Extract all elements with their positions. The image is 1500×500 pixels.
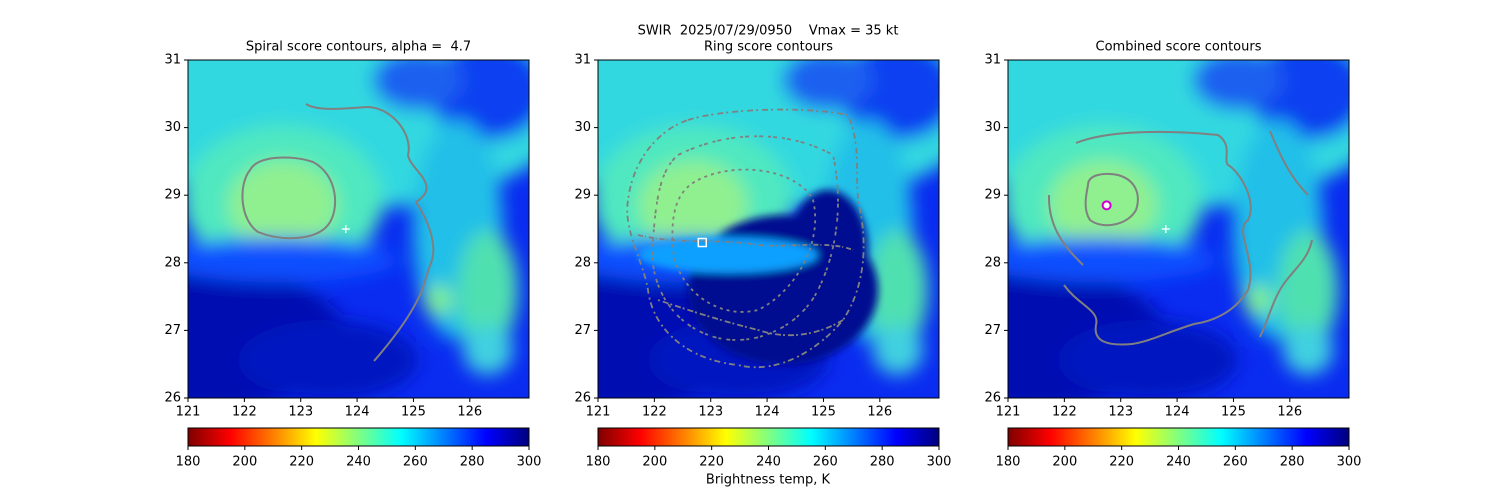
y-tick-label: 30 (164, 120, 181, 135)
x-tick-label: 126 (1277, 405, 1302, 420)
panel-title: Combined score contours (1096, 40, 1262, 55)
y-tick-label: 30 (984, 120, 1001, 135)
colorbar-tick-label: 280 (460, 455, 485, 470)
x-tick-label: 126 (867, 405, 892, 420)
colorbar (187, 427, 530, 447)
colorbar-tick-label: 180 (996, 455, 1021, 470)
colorbar-tick-label: 220 (699, 455, 724, 470)
y-tick-label: 26 (574, 391, 591, 406)
y-tick-label: 27 (984, 323, 1001, 338)
x-tick-label: 126 (457, 405, 482, 420)
axes-frame (597, 59, 940, 399)
panel (498, 0, 988, 410)
y-tick-label: 31 (164, 53, 181, 68)
panel-title: Spiral score contours, alpha = 4.7 (246, 40, 471, 55)
colorbar-tick-label: 240 (346, 455, 371, 470)
marker-circle (1101, 200, 1112, 211)
x-tick-label: 122 (232, 405, 257, 420)
x-tick-label: 125 (401, 405, 426, 420)
center-marker (1101, 200, 1112, 211)
colorbar-label: Brightness temp, K (706, 473, 831, 488)
axes-frame (1007, 59, 1350, 399)
contour (241, 156, 337, 240)
colorbar-tick-label: 180 (586, 455, 611, 470)
colorbar-tick-label: 280 (870, 455, 895, 470)
satellite-image (88, 0, 578, 410)
y-tick-label: 29 (164, 188, 181, 203)
x-tick-label: 125 (1221, 405, 1246, 420)
colorbar-tick-label: 200 (642, 455, 667, 470)
axes-frame (187, 59, 530, 399)
contour (1084, 172, 1139, 227)
y-tick-label: 28 (574, 255, 591, 270)
colorbar-tick-label: 300 (927, 455, 952, 470)
colorbar-tick-label: 200 (232, 455, 257, 470)
y-tick-label: 27 (164, 323, 181, 338)
contour (1259, 239, 1313, 338)
y-tick-label: 26 (164, 391, 181, 406)
x-tick-label: 124 (1165, 405, 1190, 420)
marker-square (697, 237, 708, 248)
x-tick-label: 121 (996, 405, 1021, 420)
contour (1047, 194, 1084, 266)
center-marker (1161, 225, 1170, 233)
y-tick-label: 31 (984, 53, 1001, 68)
colorbar-tick-label: 260 (403, 455, 428, 470)
colorbar-tick-label: 260 (1223, 455, 1248, 470)
y-tick-label: 28 (984, 255, 1001, 270)
y-tick-label: 27 (574, 323, 591, 338)
colorbar-tick-label: 220 (289, 455, 314, 470)
colorbar-tick-label: 220 (1109, 455, 1134, 470)
ring-contours (626, 108, 865, 369)
y-tick-label: 31 (574, 53, 591, 68)
x-tick-label: 122 (1052, 405, 1077, 420)
panel-title: Ring score contours (704, 40, 833, 55)
colorbar-tick-label: 300 (1337, 455, 1362, 470)
x-tick-label: 123 (1108, 405, 1133, 420)
y-tick-label: 26 (984, 391, 1001, 406)
colorbar-tick-label: 200 (1052, 455, 1077, 470)
panel (908, 0, 1398, 410)
colorbar-tick-label: 240 (756, 455, 781, 470)
x-tick-label: 121 (586, 405, 611, 420)
x-tick-label: 123 (288, 405, 313, 420)
x-tick-label: 124 (345, 405, 370, 420)
colorbar-tick-label: 240 (1166, 455, 1191, 470)
x-tick-label: 124 (755, 405, 780, 420)
panel (88, 0, 578, 410)
contour (1063, 130, 1252, 346)
colorbar (597, 427, 940, 447)
center-marker (341, 225, 350, 233)
y-tick-label: 29 (984, 188, 1001, 203)
colorbar (1007, 427, 1350, 447)
x-tick-label: 123 (698, 405, 723, 420)
colorbar-tick-label: 300 (517, 455, 542, 470)
y-tick-label: 28 (164, 255, 181, 270)
y-tick-label: 29 (574, 188, 591, 203)
contour (305, 103, 435, 362)
x-tick-label: 122 (642, 405, 667, 420)
satellite-image (908, 0, 1398, 410)
contour (1269, 130, 1309, 196)
center-marker (697, 237, 708, 248)
colorbar-tick-label: 260 (813, 455, 838, 470)
colorbar-tick-label: 180 (176, 455, 201, 470)
y-tick-label: 30 (574, 120, 591, 135)
figure-title: SWIR 2025/07/29/0950 Vmax = 35 kt (638, 24, 899, 39)
colorbar-tick-label: 280 (1280, 455, 1305, 470)
x-tick-label: 121 (176, 405, 201, 420)
x-tick-label: 125 (811, 405, 836, 420)
